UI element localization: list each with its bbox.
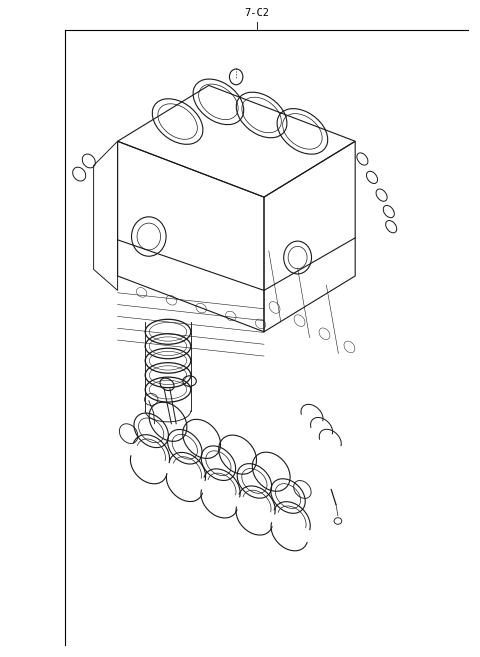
Text: 7-C2: 7-C2 [244, 9, 269, 18]
